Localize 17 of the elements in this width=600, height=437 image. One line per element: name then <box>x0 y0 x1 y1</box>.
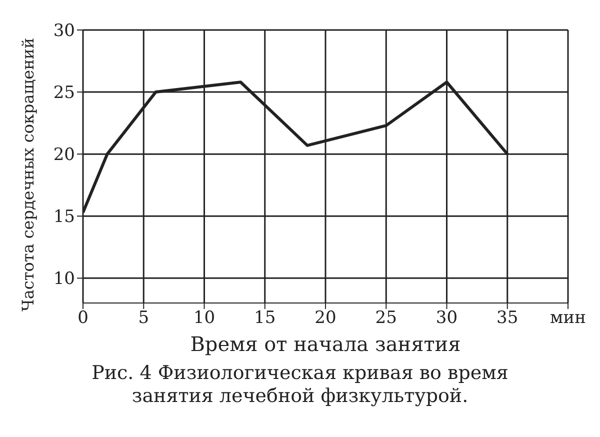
x-axis-title: Время от начала занятия <box>190 332 461 356</box>
x-tick-label: 25 <box>375 308 397 328</box>
x-tick-label: 30 <box>436 308 458 328</box>
y-tick-label: 25 <box>53 83 75 104</box>
text: Рис. 4 Физиологическая кривая во время занятия лечебной физкультурой. <box>90 361 510 408</box>
x-tick-label: 15 <box>254 308 276 328</box>
y-axis-title: Частота сердечных сокращений <box>18 38 38 312</box>
x-tick-label: мин <box>550 308 586 328</box>
y-tick-label: 20 <box>53 145 75 166</box>
x-tick-label: 0 <box>78 308 88 328</box>
x-tick-label: 10 <box>193 308 216 328</box>
x-tick-label: 5 <box>138 308 150 328</box>
y-tick-label: 15 <box>53 207 75 228</box>
y-tick-label: 30 <box>53 21 75 42</box>
x-tick-label: 35 <box>496 308 518 328</box>
x-tick-label: 20 <box>314 308 336 328</box>
y-tick-label: 10 <box>53 269 75 290</box>
